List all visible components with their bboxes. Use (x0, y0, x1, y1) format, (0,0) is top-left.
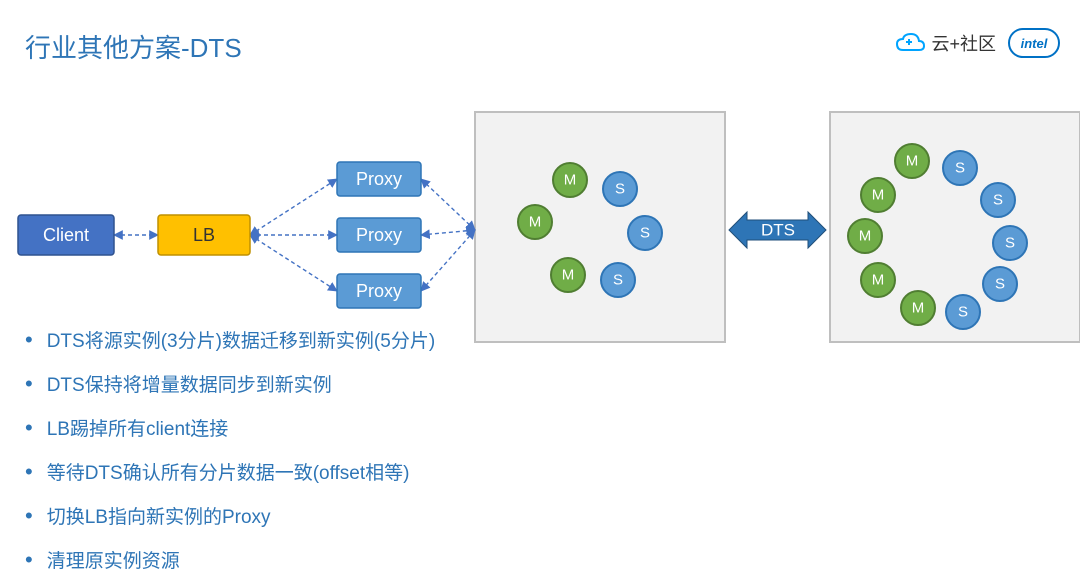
svg-text:S: S (615, 181, 625, 198)
svg-text:M: M (872, 272, 885, 289)
svg-text:S: S (613, 272, 623, 289)
svg-text:S: S (955, 160, 965, 177)
architecture-diagram: Client LB Proxy Proxy Proxy M S M S M S M S M S M S M S M S D… (0, 0, 1080, 360)
connector (250, 179, 337, 235)
svg-text:M: M (906, 153, 919, 170)
connector (421, 179, 475, 230)
bullet-item: 等待DTS确认所有分片数据一致(offset相等) (25, 450, 435, 494)
cluster-b-node-8: M (901, 291, 935, 325)
cluster-a-node-1: S (603, 172, 637, 206)
proxy-box-2: Proxy (337, 274, 421, 308)
cluster-b-node-2: M (861, 178, 895, 212)
svg-text:Proxy: Proxy (356, 225, 402, 245)
cluster-a-node-2: M (518, 205, 552, 239)
cluster-a-node-5: S (601, 263, 635, 297)
svg-text:M: M (859, 228, 872, 245)
svg-text:M: M (564, 172, 577, 189)
cluster-b-node-9: S (946, 295, 980, 329)
cluster-a-box (475, 112, 725, 342)
bullet-item: DTS将源实例(3分片)数据迁移到新实例(5分片) (25, 318, 435, 362)
svg-text:M: M (529, 214, 542, 231)
cluster-b-node-4: M (848, 219, 882, 253)
bullet-item: 切换LB指向新实例的Proxy (25, 494, 435, 538)
client-box: Client (18, 215, 114, 255)
proxy-box-1: Proxy (337, 218, 421, 252)
cluster-b-node-1: S (943, 151, 977, 185)
svg-text:S: S (995, 276, 1005, 293)
bullet-item: 清理原实例资源 (25, 538, 435, 582)
cluster-b-node-0: M (895, 144, 929, 178)
bullet-item: LB踢掉所有client连接 (25, 406, 435, 450)
bullet-list: DTS将源实例(3分片)数据迁移到新实例(5分片)DTS保持将增量数据同步到新实… (25, 318, 435, 582)
connector (421, 230, 475, 291)
svg-text:S: S (1005, 235, 1015, 252)
bullet-item: DTS保持将增量数据同步到新实例 (25, 362, 435, 406)
connector (250, 235, 337, 291)
svg-text:M: M (912, 300, 925, 317)
dts-label: DTS (761, 221, 795, 240)
cluster-a-node-3: S (628, 216, 662, 250)
connector (421, 230, 475, 235)
cluster-b-node-5: S (993, 226, 1027, 260)
cluster-a-node-4: M (551, 258, 585, 292)
svg-text:S: S (640, 225, 650, 242)
cluster-b-node-3: S (981, 183, 1015, 217)
cluster-b-node-6: M (861, 263, 895, 297)
lb-box: LB (158, 215, 250, 255)
proxy-box-0: Proxy (337, 162, 421, 196)
svg-text:M: M (872, 187, 885, 204)
svg-text:M: M (562, 267, 575, 284)
cluster-a-node-0: M (553, 163, 587, 197)
svg-text:S: S (958, 304, 968, 321)
svg-text:LB: LB (193, 225, 215, 245)
svg-text:Proxy: Proxy (356, 169, 402, 189)
svg-text:Client: Client (43, 225, 89, 245)
svg-text:Proxy: Proxy (356, 281, 402, 301)
cluster-b-node-7: S (983, 267, 1017, 301)
svg-text:S: S (993, 192, 1003, 209)
